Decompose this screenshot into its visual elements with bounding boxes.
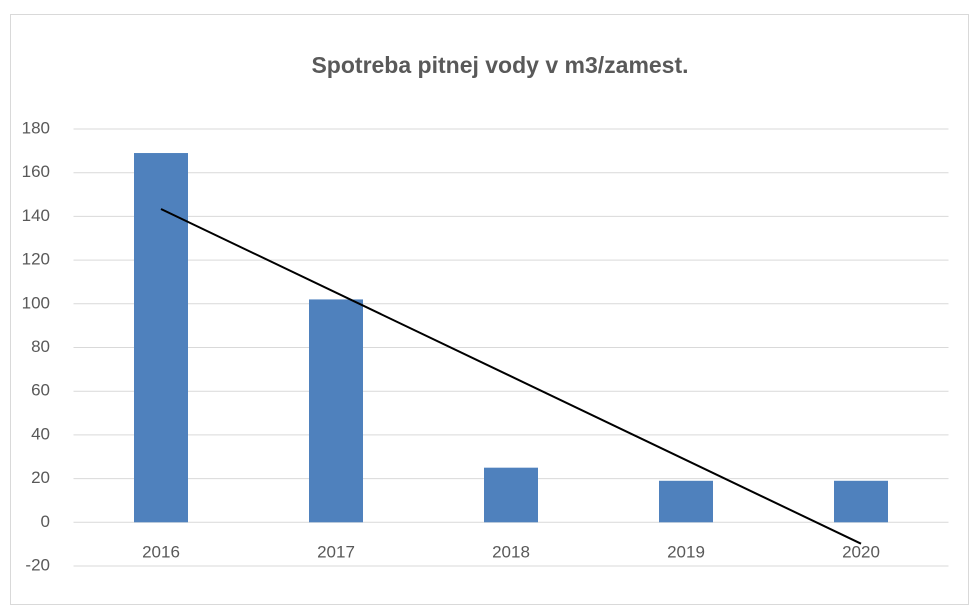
trend-line: [160, 208, 862, 545]
x-tick-label: 2016: [142, 542, 180, 561]
y-tick-label: 160: [22, 162, 50, 181]
chart-title: Spotreba pitnej vody v m3/zamest.: [311, 52, 688, 78]
bar: [834, 480, 888, 523]
y-tick-label: -20: [25, 555, 50, 574]
bar: [309, 299, 363, 523]
x-tick-label: 2017: [317, 542, 355, 561]
y-tick-label: 20: [31, 468, 50, 487]
y-tick-label: 60: [31, 381, 50, 400]
y-tick-label: 40: [31, 424, 50, 443]
y-tick-label: 180: [22, 118, 50, 137]
bar: [659, 480, 713, 523]
y-tick-label: 120: [22, 250, 50, 269]
x-tick-label: 2018: [492, 542, 530, 561]
y-tick-label: 0: [41, 512, 50, 531]
x-tick-label: 2020: [842, 542, 880, 561]
bar: [134, 153, 188, 523]
y-tick-label: 100: [22, 293, 50, 312]
y-tick-label: 140: [22, 206, 50, 225]
bar: [484, 467, 538, 523]
y-tick-label: 80: [31, 337, 50, 356]
x-tick-label: 2019: [667, 542, 705, 561]
